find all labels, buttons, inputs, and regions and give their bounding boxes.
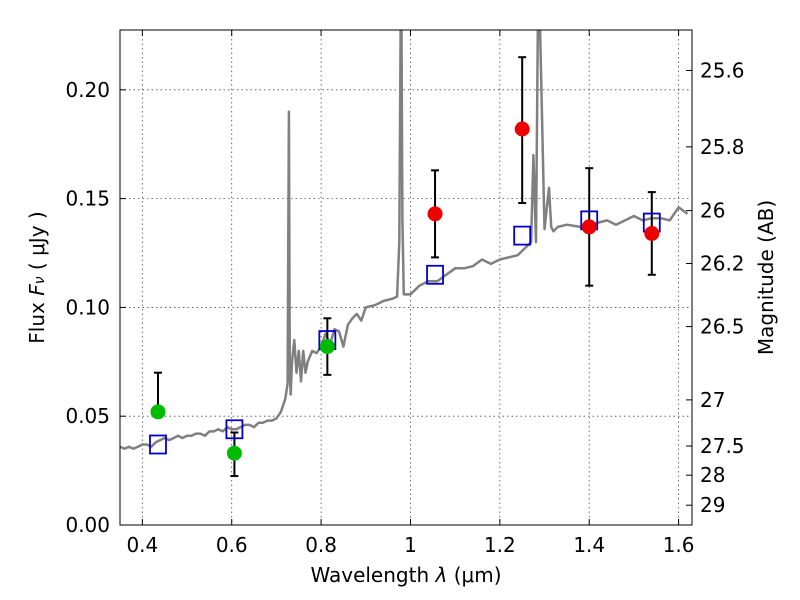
observed-photometry-layer: [150, 121, 660, 461]
x-tick-label: 0.8: [305, 533, 337, 557]
y-tick-label: 0.15: [65, 187, 110, 211]
y2-tick-label: 25.8: [700, 135, 745, 159]
x-tick-label: 0.6: [216, 533, 248, 557]
y2-axis-ticks: 25.6 25.8 26 26.2 26.5 27 27.5 28 29: [686, 58, 745, 517]
plot-frame: [119, 29, 693, 526]
x-tick-label: 1.4: [573, 533, 605, 557]
y2-tick-label: 26.2: [700, 251, 745, 275]
y2-tick-label: 26.5: [700, 315, 745, 339]
model-photometry-square: [225, 419, 244, 440]
y2-axis-label: Magnitude (AB): [754, 200, 778, 355]
y2-tick-label: 28: [700, 463, 725, 487]
x-tick-label: 1.2: [484, 533, 516, 557]
y-tick-label: 0.05: [65, 404, 110, 428]
x-axis-ticks: 0.4 0.6 0.8 1 1.2 1.4 1.6: [126, 30, 695, 557]
observed-data-point: [226, 445, 242, 461]
y2-tick-label: 27.5: [700, 434, 745, 458]
observed-data-point: [644, 225, 660, 241]
model-photometry-square: [149, 434, 167, 455]
x-tick-label: 1: [404, 533, 417, 557]
observed-data-point: [514, 121, 530, 137]
observed-data-point: [319, 339, 335, 355]
model-photometry-square: [426, 264, 444, 285]
y-tick-label: 0.00: [65, 513, 110, 537]
error-bar-layer: [153, 56, 656, 478]
y2-tick-label: 29: [700, 493, 725, 517]
grid-layer: [120, 30, 692, 525]
sed-spectrum-line: [120, 30, 689, 451]
y-axis-label: Flux Fν ( μJy ): [25, 211, 49, 343]
y2-tick-label: 27: [700, 388, 725, 412]
observed-data-point: [427, 206, 443, 222]
x-tick-label: 1.6: [663, 533, 695, 557]
model-photometry-layer: [149, 210, 661, 455]
observed-data-point: [581, 219, 597, 235]
x-tick-label: 0.4: [126, 533, 158, 557]
x-axis-label: Wavelength λ (μm): [310, 563, 501, 587]
y2-tick-label: 26: [700, 199, 725, 223]
y-tick-label: 0.20: [65, 78, 110, 102]
y2-tick-label: 25.6: [700, 58, 745, 82]
y-tick-label: 0.10: [65, 295, 110, 319]
model-photometry-square: [513, 225, 532, 246]
y-axis-ticks: 0.00 0.05 0.10 0.15 0.20: [65, 78, 126, 537]
observed-data-point: [150, 404, 166, 420]
sed-spectrum-layer: [120, 30, 689, 451]
